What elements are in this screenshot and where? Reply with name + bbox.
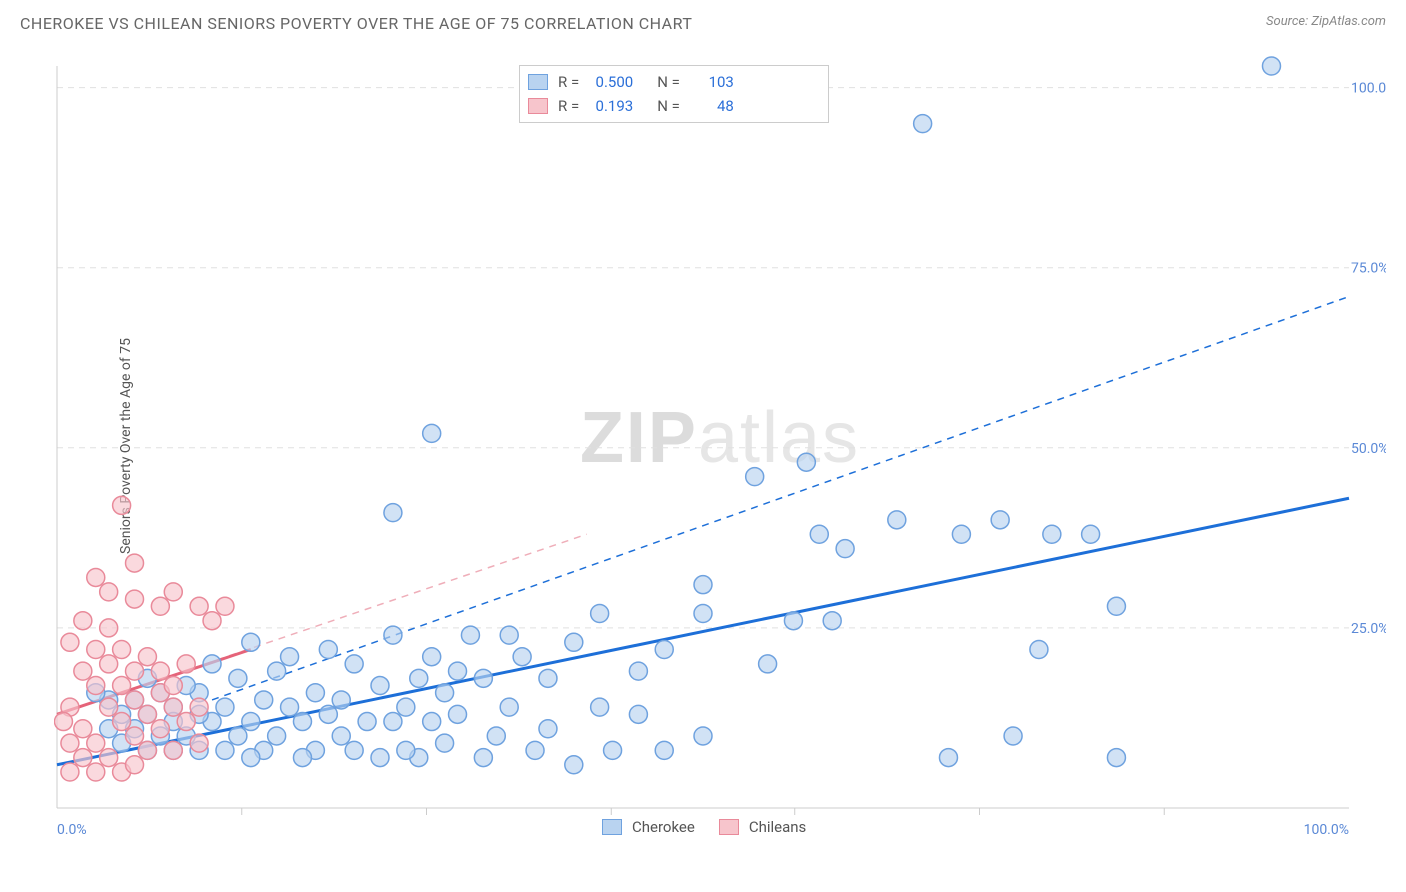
legend-series-label: Cherokee <box>632 818 695 836</box>
svg-text:100.0%: 100.0% <box>1351 81 1386 97</box>
n-value: 103 <box>686 70 734 94</box>
r-label: R = <box>558 94 579 118</box>
legend-swatch-icon <box>528 74 548 90</box>
chart-title: CHEROKEE VS CHILEAN SENIORS POVERTY OVER… <box>20 14 692 33</box>
legend-swatch-icon <box>602 819 622 835</box>
legend-item-cherokee: Cherokee <box>602 818 695 836</box>
legend-swatch-icon <box>528 98 548 114</box>
svg-text:0.0%: 0.0% <box>57 822 87 838</box>
r-value: 0.500 <box>585 70 633 94</box>
scatter-plot-svg: 25.0% 50.0% 75.0% 100.0% 0.0% 100.0% <box>54 46 1386 846</box>
legend-series-label: Chileans <box>749 818 806 836</box>
source-attribution: Source: ZipAtlas.com <box>1266 14 1386 29</box>
svg-text:75.0%: 75.0% <box>1351 261 1386 277</box>
chart-area: ZIPatlas 25.0%50.0%75.0%100.0%0.0%100.0%… <box>54 46 1386 846</box>
svg-text:100.0%: 100.0% <box>1304 822 1349 838</box>
n-value: 48 <box>686 94 734 118</box>
n-label: N = <box>657 70 680 94</box>
r-value: 0.193 <box>585 94 633 118</box>
legend-item-chileans: Chileans <box>719 818 806 836</box>
series-legend: Cherokee Chileans <box>602 818 806 836</box>
n-label: N = <box>657 94 680 118</box>
stats-row-cherokee: R = 0.500 N = 103 <box>528 70 820 94</box>
r-label: R = <box>558 70 579 94</box>
svg-text:50.0%: 50.0% <box>1351 441 1386 457</box>
correlation-stats-box: R = 0.500 N = 103 R = 0.193 N = 48 <box>519 65 829 123</box>
legend-swatch-icon <box>719 819 739 835</box>
svg-text:25.0%: 25.0% <box>1351 621 1386 637</box>
stats-row-chileans: R = 0.193 N = 48 <box>528 94 820 118</box>
